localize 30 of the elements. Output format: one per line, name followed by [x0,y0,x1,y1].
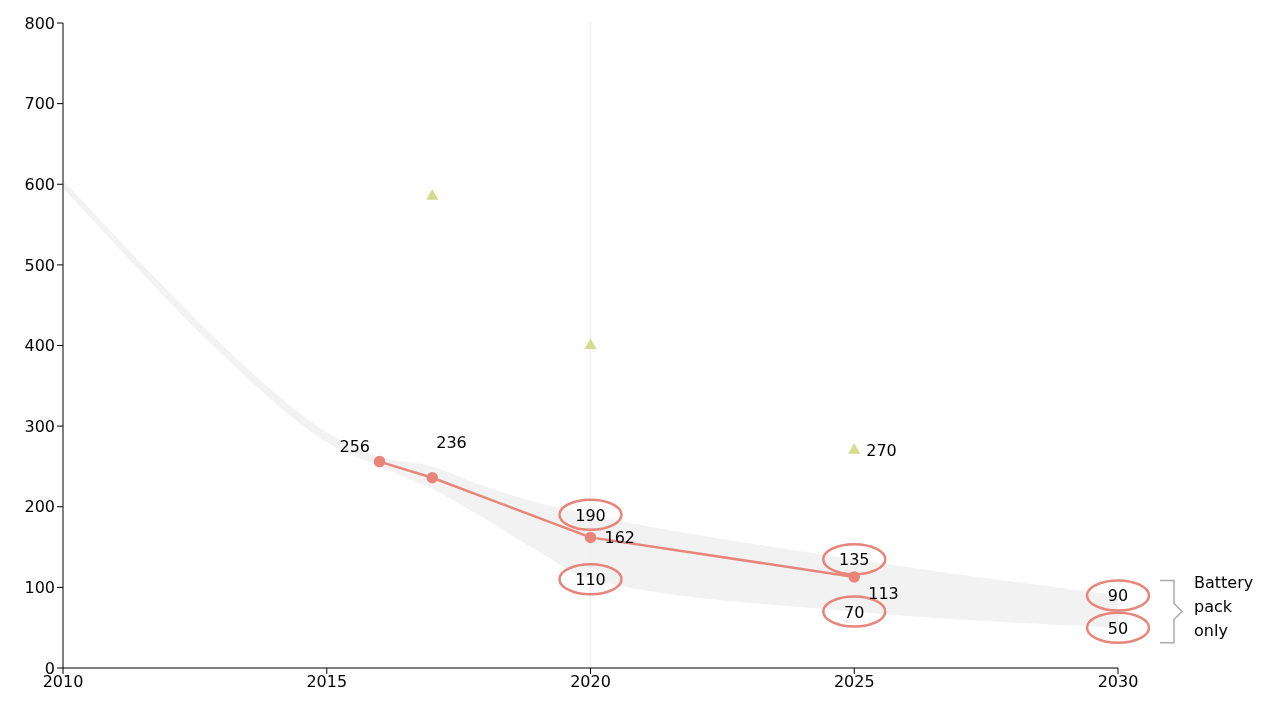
data-label: 256 [339,436,371,456]
data-label: 162 [604,528,636,548]
annotation: 135 [838,550,870,570]
x-tick-label: 2025 [833,672,875,692]
point [426,189,439,200]
y-tick-label: 800 [24,13,55,33]
y-tick-label: 500 [24,255,55,275]
annotation: 90 [1107,586,1129,606]
y-tick-label: 400 [24,336,55,356]
x-tick-label: 2020 [570,672,611,692]
data-label: 113 [868,583,899,603]
point [584,338,597,350]
x-tick-label: 2015 [306,672,348,692]
y-tick-label: 700 [24,94,55,114]
data-label: 270 [866,441,897,461]
annotation: 110 [575,570,606,590]
point [584,531,597,544]
data-label: 236 [436,432,467,452]
text: Battery pack only [1194,572,1254,640]
annotation: 70 [844,602,865,622]
annotation: 50 [1107,618,1129,638]
y-tick-label: 200 [24,497,55,517]
y-tick-label: 100 [24,578,55,598]
point [426,471,438,484]
y-tick-label: 600 [24,174,55,194]
y-tick-label: 300 [24,416,55,436]
point [848,443,861,454]
point [373,455,386,468]
x-tick-label: 2030 [1097,672,1139,692]
annotation: 190 [575,505,606,525]
